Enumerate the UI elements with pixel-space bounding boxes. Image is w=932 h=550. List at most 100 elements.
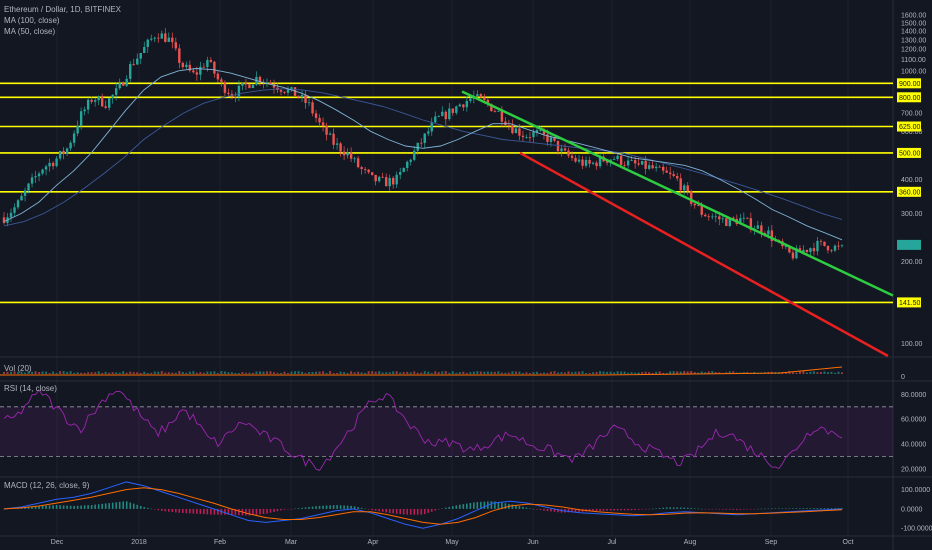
volume-bar <box>353 372 356 374</box>
candle-body <box>97 96 100 101</box>
volume-bar <box>322 371 325 374</box>
volume-bar <box>304 372 307 374</box>
candle-body <box>584 160 588 166</box>
candle-body <box>539 129 542 131</box>
macd-hist-bar <box>273 508 275 512</box>
candle-body <box>714 216 717 218</box>
volume-bar <box>518 371 521 374</box>
volume-bar <box>318 371 321 374</box>
volume-bar <box>458 372 461 374</box>
candle-body <box>100 96 104 107</box>
volume-bar <box>588 372 591 374</box>
candle-body <box>633 160 637 164</box>
macd-hist-bar <box>718 508 721 510</box>
volume-bar <box>539 372 542 374</box>
macd-hist-bar <box>41 505 44 509</box>
macd-hist-bar <box>676 507 679 509</box>
volume-bar <box>441 371 444 374</box>
macd-hist-bar <box>322 505 324 509</box>
volume-bar <box>258 371 261 374</box>
candle-body <box>223 81 227 93</box>
volume-bar <box>385 372 388 374</box>
macd-hist-bar <box>613 508 615 511</box>
time-tick-label: May <box>445 539 459 546</box>
price-tick-label: 1100.00 <box>901 57 926 64</box>
volume-bar <box>136 372 139 374</box>
macd-hist-bar <box>707 508 710 510</box>
candle-body <box>661 166 665 171</box>
macd-hist-bar <box>420 508 423 515</box>
macd-hist-bar <box>672 507 675 509</box>
volume-bar <box>171 372 174 374</box>
candle-body <box>462 104 465 108</box>
volume-bar <box>174 372 177 374</box>
ma100-label: MA (100, close) <box>4 16 60 25</box>
candle-body <box>658 166 661 168</box>
macd-hist-bar <box>602 508 605 511</box>
macd-hist-bar <box>714 508 717 510</box>
candle-body <box>605 161 609 163</box>
volume-bar <box>571 372 574 374</box>
macd-hist-bar <box>452 506 454 509</box>
candle-body <box>157 37 160 39</box>
volume-bar <box>784 372 787 374</box>
macd-hist-bar <box>413 508 416 515</box>
volume-bar <box>592 372 595 374</box>
macd-hist-bar <box>385 508 387 513</box>
macd-hist-bar <box>45 505 47 509</box>
macd-hist-bar <box>732 508 735 510</box>
macd-hist-bar <box>764 508 766 510</box>
volume-bar <box>564 372 567 374</box>
volume-bar <box>655 371 658 374</box>
volume-bar <box>350 371 353 374</box>
macd-hist-bar <box>466 503 468 509</box>
volume-bar <box>216 372 219 374</box>
macd-hist-bar <box>20 507 23 509</box>
macd-hist-bar <box>427 508 430 513</box>
candle-body <box>125 78 128 86</box>
macd-hist-bar <box>252 508 254 516</box>
candle-body <box>784 246 788 247</box>
macd-hist-bar <box>757 508 759 510</box>
macd-hist-bar <box>118 501 121 509</box>
volume-bar <box>297 371 300 374</box>
candle-body <box>244 83 248 85</box>
macd-hist-bar <box>34 506 37 509</box>
candle-body <box>788 246 791 253</box>
volume-bar <box>378 371 381 374</box>
volume-bar <box>679 371 682 374</box>
volume-bar <box>301 371 304 374</box>
macd-hist-bar <box>38 505 40 509</box>
candle-body <box>356 158 360 168</box>
macd-hist-bar <box>480 501 482 509</box>
level-tag-label: 141.50 <box>899 300 921 307</box>
price-tick-label: 300.00 <box>901 211 923 218</box>
macd-hist-bar <box>336 505 338 509</box>
candle-body <box>241 83 244 86</box>
macd-hist-bar <box>262 508 265 514</box>
candle-body <box>251 84 255 89</box>
price-tick-label: 200.00 <box>901 259 923 266</box>
candle-body <box>416 142 419 151</box>
macd-hist-bar <box>430 508 433 512</box>
macd-hist-bar <box>644 508 647 510</box>
candle-body <box>164 33 167 42</box>
volume-bar <box>479 371 482 374</box>
candle-body <box>51 162 55 167</box>
volume-ma-line <box>0 366 843 376</box>
macd-hist-bar <box>459 504 461 509</box>
time-tick-label: Feb <box>214 539 226 546</box>
macd-hist-bar <box>224 508 226 515</box>
macd-hist-bar <box>80 505 82 509</box>
volume-bar <box>20 371 23 374</box>
macd-hist-bar <box>48 505 51 509</box>
volume-bar <box>3 371 5 374</box>
macd-hist-bar <box>620 508 622 511</box>
volume-bar <box>718 372 721 374</box>
volume-bar <box>472 371 475 374</box>
macd-hist-bar <box>59 505 61 509</box>
candle-body <box>118 82 121 89</box>
volume-bar <box>308 372 311 374</box>
price-tick-label: 1000.00 <box>901 68 926 75</box>
